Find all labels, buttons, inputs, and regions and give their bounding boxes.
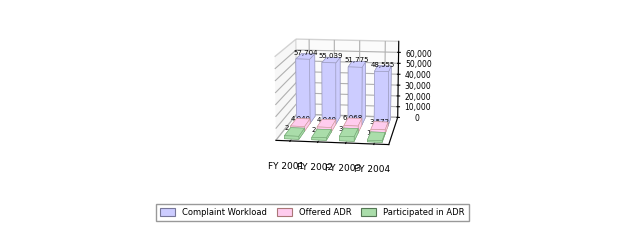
Legend: Complaint Workload, Offered ADR, Participated in ADR: Complaint Workload, Offered ADR, Partici… [156,203,469,221]
